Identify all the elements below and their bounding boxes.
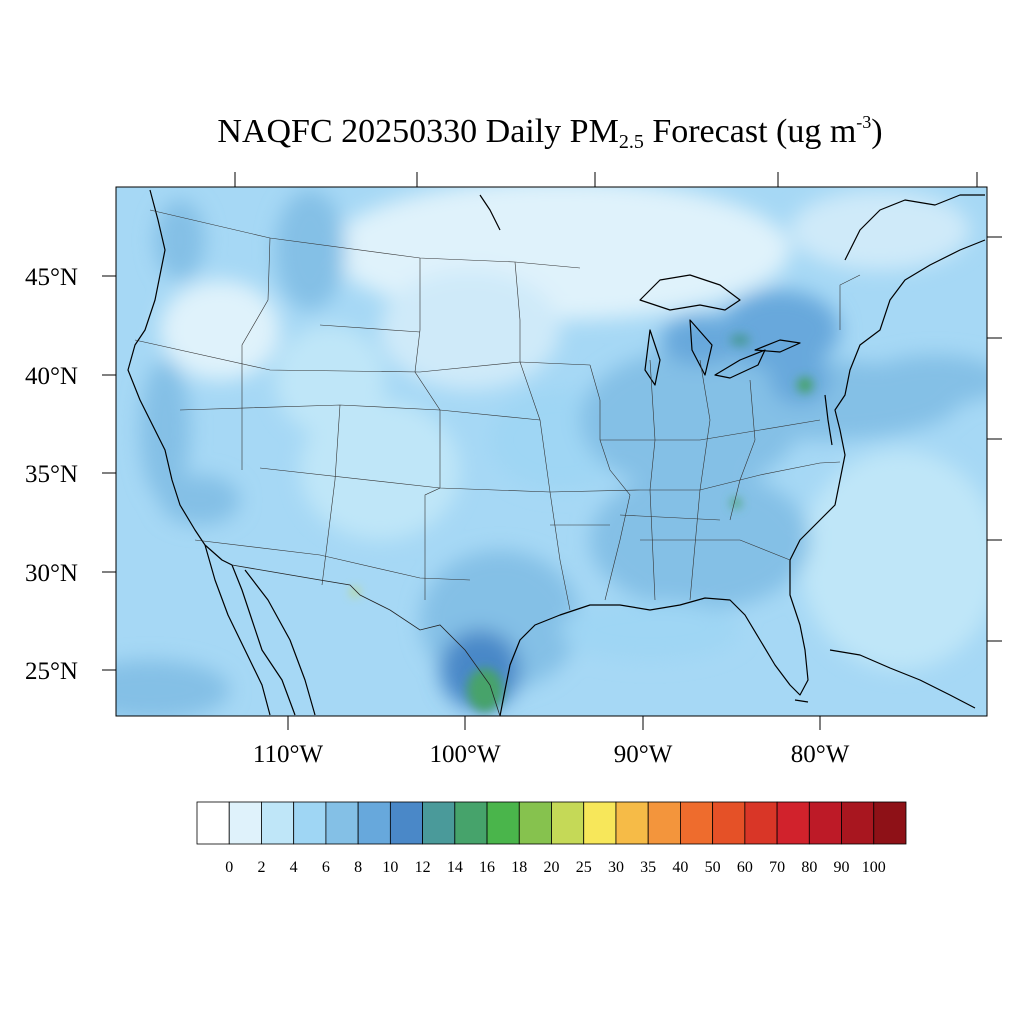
colorbar-label: 12	[415, 859, 431, 876]
colorbar-swatch	[518, 801, 552, 845]
colorbar-label: 4	[290, 859, 298, 876]
longitude-axis: 110°W 100°W 90°W 80°W	[253, 716, 850, 768]
colorbar-swatch	[744, 801, 778, 845]
colorbar-swatch	[228, 801, 262, 845]
lat-label: 40°N	[25, 363, 78, 390]
colorbar-label: 70	[769, 859, 785, 876]
top-tick-marks	[234, 172, 978, 187]
colorbar-label: 25	[576, 859, 592, 876]
colorbar-label: 50	[705, 859, 721, 876]
coastlines	[127, 189, 986, 716]
colorbar-swatch	[196, 801, 230, 845]
colorbar-label: 2	[257, 859, 265, 876]
colorbar-swatch	[808, 801, 842, 845]
title-mid: Forecast (ug m	[643, 113, 857, 150]
colorbar-swatch	[583, 801, 617, 845]
colorbar-swatch	[615, 801, 649, 845]
colorbar-label: 14	[447, 859, 463, 876]
colorbar-label: 90	[834, 859, 850, 876]
colorbar-swatch	[647, 801, 681, 845]
concentration-cores	[351, 334, 813, 712]
colorbar-label: 6	[322, 859, 330, 876]
lat-label: 35°N	[25, 461, 78, 488]
colorbar-label: 100	[862, 859, 886, 876]
lat-label: 30°N	[25, 560, 78, 587]
colorbar-label: 35	[640, 859, 656, 876]
latitude-axis: 45°N 40°N 35°N 30°N 25°N	[25, 264, 116, 685]
state-borders	[134, 209, 861, 611]
map-frame	[115, 186, 988, 717]
colorbar-label: 80	[801, 859, 817, 876]
title-superscript: -3	[856, 112, 872, 132]
colorbar-label: 16	[479, 859, 495, 876]
chart-title: NAQFC 20250330 Daily PM2.5 Forecast (ug …	[0, 112, 1024, 154]
lon-label: 80°W	[791, 741, 850, 768]
lat-label: 45°N	[25, 264, 78, 291]
colorbar-swatch	[873, 801, 907, 845]
colorbar-label: 18	[511, 859, 527, 876]
country-borders	[231, 564, 501, 716]
colorbar-swatch	[841, 801, 875, 845]
title-pre: NAQFC 20250330 Daily PM	[217, 113, 619, 150]
colorbar-label: 30	[608, 859, 624, 876]
right-tick-marks	[987, 236, 1002, 642]
colorbar-swatch	[325, 801, 359, 845]
colorbar-label: 8	[354, 859, 362, 876]
colorbar-swatch	[712, 801, 746, 845]
colorbar-swatch	[486, 801, 520, 845]
colorbar-label: 0	[225, 859, 233, 876]
title-subscript: 2.5	[618, 131, 644, 153]
colorbar-swatch	[422, 801, 456, 845]
colorbar-swatch	[389, 801, 423, 845]
colorbar-swatch	[454, 801, 488, 845]
colorbar-label: 40	[672, 859, 688, 876]
colorbar-swatch	[680, 801, 714, 845]
colorbar-swatch	[551, 801, 585, 845]
colorbar-swatch	[293, 801, 327, 845]
colorbar-swatch	[357, 801, 391, 845]
lon-label: 110°W	[253, 741, 324, 768]
colorbar-label: 60	[737, 859, 753, 876]
colorbar: 0 2 4 6 8 10 12 14 16 18 20 25 30 35 40 50 60 70 80 90 100	[196, 801, 907, 876]
lat-label: 25°N	[25, 658, 78, 685]
colorbar-swatch	[261, 801, 295, 845]
colorbar-label: 10	[382, 859, 398, 876]
concentration-field	[116, 187, 987, 716]
title-post: )	[871, 113, 883, 150]
colorbar-swatch	[776, 801, 810, 845]
lon-label: 90°W	[614, 741, 673, 768]
lon-label: 100°W	[429, 741, 500, 768]
colorbar-label: 20	[544, 859, 560, 876]
